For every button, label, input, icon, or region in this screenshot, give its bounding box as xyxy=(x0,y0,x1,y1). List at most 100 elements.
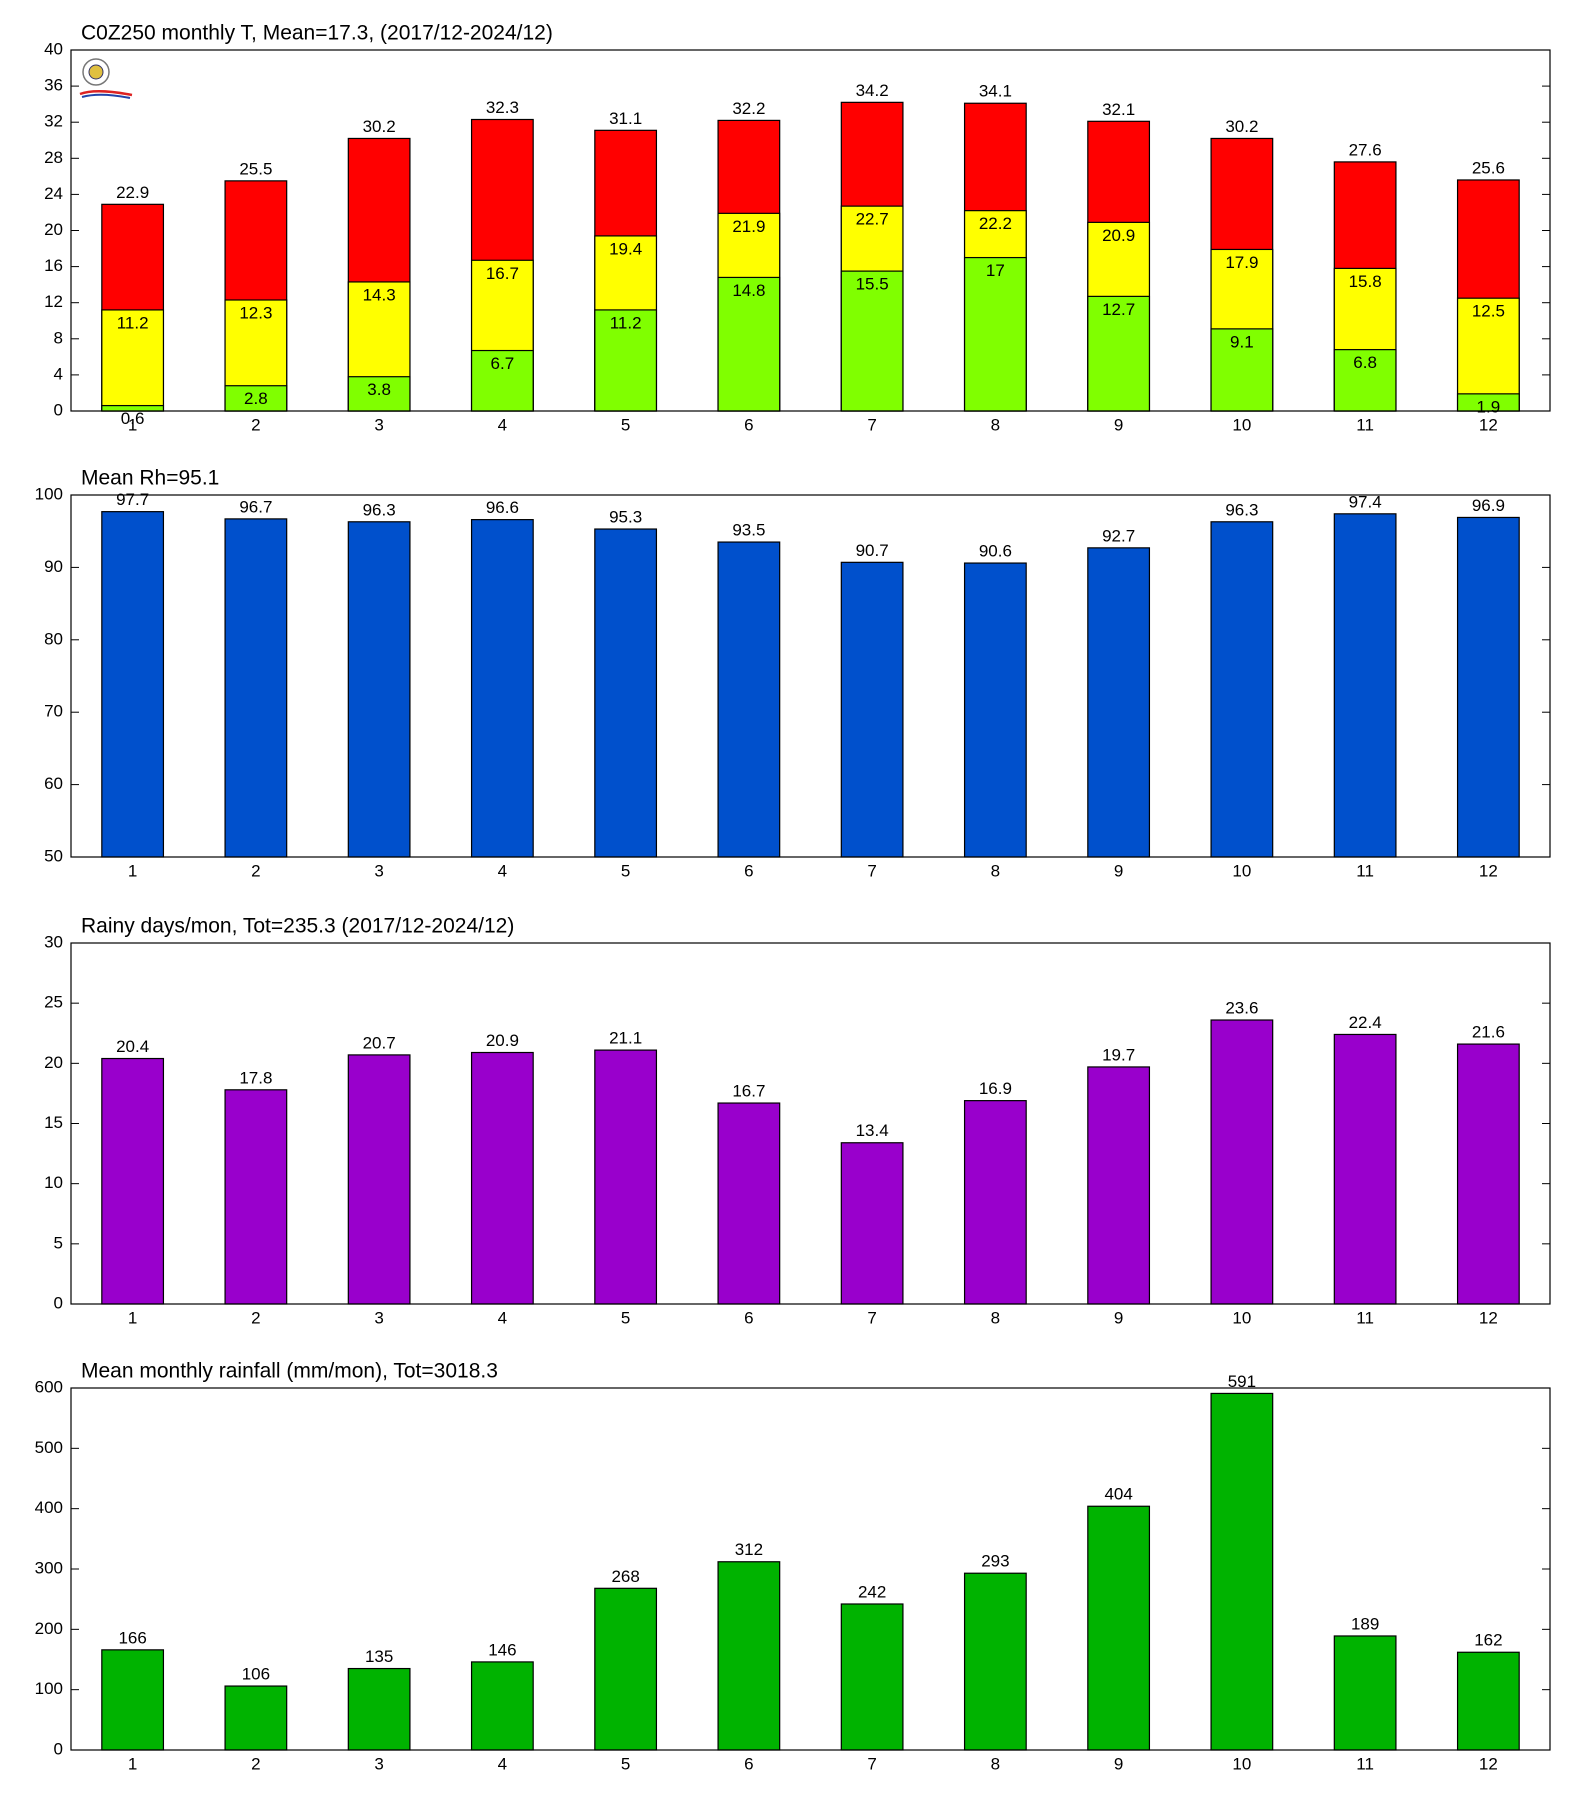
value-label: 591 xyxy=(1228,1372,1256,1391)
value-label: 6.7 xyxy=(491,354,515,373)
bar xyxy=(101,1649,165,1751)
y-tick-label: 8 xyxy=(54,328,63,347)
value-label: 6.8 xyxy=(1353,353,1377,372)
value-label: 21.9 xyxy=(732,217,765,236)
x-tick-label: 2 xyxy=(251,415,260,434)
value-label: 13.4 xyxy=(856,1121,889,1140)
value-label: 30.2 xyxy=(1225,117,1258,136)
y-tick-label: 0 xyxy=(54,1739,63,1758)
y-tick-label: 15 xyxy=(44,1113,63,1132)
bar xyxy=(1087,547,1151,858)
y-tick-label: 0 xyxy=(54,400,63,419)
value-label: 97.4 xyxy=(1349,492,1382,511)
x-tick-label: 9 xyxy=(1114,415,1123,434)
axes-frame xyxy=(70,942,1551,1305)
value-label: 404 xyxy=(1104,1485,1132,1504)
value-label: 12.5 xyxy=(1472,302,1505,321)
chart-title: Rainy days/mon, Tot=235.3 (2017/12-2024/… xyxy=(81,915,514,938)
x-tick-label: 2 xyxy=(251,1308,260,1327)
value-label: 293 xyxy=(981,1552,1009,1571)
value-label: 106 xyxy=(242,1665,270,1684)
value-label: 32.2 xyxy=(732,99,765,118)
x-tick-label: 8 xyxy=(991,1308,1000,1327)
x-tick-label: 10 xyxy=(1232,1308,1251,1327)
y-tick-label: 40 xyxy=(44,39,63,58)
axes-frame xyxy=(70,49,1551,412)
value-label: 3.8 xyxy=(367,380,391,399)
value-label: 16.9 xyxy=(979,1079,1012,1098)
bar xyxy=(1210,1019,1274,1305)
bar xyxy=(470,1661,534,1751)
y-tick-label: 80 xyxy=(44,629,63,648)
x-tick-label: 6 xyxy=(744,1754,753,1773)
value-label: 25.5 xyxy=(239,159,272,178)
x-tick-label: 3 xyxy=(374,415,383,434)
x-tick-label: 1 xyxy=(128,1308,137,1327)
value-label: 96.3 xyxy=(363,500,396,519)
bar xyxy=(224,1685,288,1751)
value-label: 22.7 xyxy=(856,210,889,229)
value-label: 22.9 xyxy=(116,183,149,202)
bar xyxy=(101,511,165,858)
bar xyxy=(594,528,658,858)
value-label: 11.2 xyxy=(610,313,642,332)
value-label: 12.7 xyxy=(1102,300,1135,319)
value-label: 14.3 xyxy=(363,285,396,304)
value-label: 12.3 xyxy=(239,303,272,322)
value-label: 92.7 xyxy=(1102,526,1135,545)
x-tick-label: 1 xyxy=(128,861,137,880)
x-tick-label: 4 xyxy=(498,1754,507,1773)
y-tick-label: 400 xyxy=(35,1498,63,1517)
bar xyxy=(347,521,411,858)
bar xyxy=(840,1603,904,1751)
value-label: 20.4 xyxy=(116,1037,149,1056)
x-tick-label: 12 xyxy=(1479,861,1498,880)
value-label: 30.2 xyxy=(363,117,396,136)
x-tick-label: 8 xyxy=(991,415,1000,434)
bar xyxy=(1333,1033,1397,1305)
value-label: 31.1 xyxy=(609,109,642,128)
y-tick-label: 70 xyxy=(44,702,63,721)
value-label: 25.6 xyxy=(1472,158,1505,177)
x-tick-label: 11 xyxy=(1356,1308,1374,1327)
value-label: 19.4 xyxy=(609,239,642,258)
x-tick-label: 10 xyxy=(1232,861,1251,880)
x-tick-label: 9 xyxy=(1114,1754,1123,1773)
value-label: 97.7 xyxy=(116,490,149,509)
value-label: 15.5 xyxy=(856,275,889,294)
value-label: 242 xyxy=(858,1582,886,1601)
y-tick-label: 100 xyxy=(35,484,63,503)
x-tick-label: 5 xyxy=(621,1308,630,1327)
y-tick-label: 300 xyxy=(35,1558,63,1577)
value-label: 19.7 xyxy=(1102,1045,1135,1064)
value-label: 90.6 xyxy=(979,542,1012,561)
value-label: 17 xyxy=(986,261,1005,280)
bar xyxy=(1087,1505,1151,1751)
value-label: 11.2 xyxy=(117,313,149,332)
bar xyxy=(963,256,1027,412)
bar xyxy=(1456,516,1520,858)
x-tick-label: 11 xyxy=(1356,861,1374,880)
x-tick-label: 5 xyxy=(621,1754,630,1773)
value-label: 9.1 xyxy=(1230,332,1254,351)
axes-frame xyxy=(70,494,1551,858)
value-label: 21.1 xyxy=(609,1029,642,1048)
logo xyxy=(79,58,133,99)
value-label: 1.9 xyxy=(1477,397,1501,416)
y-tick-label: 32 xyxy=(44,112,63,131)
value-label: 34.1 xyxy=(979,82,1012,101)
x-tick-label: 7 xyxy=(867,415,876,434)
bar xyxy=(1333,1635,1397,1751)
bar xyxy=(1210,1392,1274,1751)
bar xyxy=(1456,297,1520,412)
x-tick-label: 6 xyxy=(744,415,753,434)
x-tick-label: 7 xyxy=(867,1308,876,1327)
bar xyxy=(594,1587,658,1751)
x-tick-label: 1 xyxy=(128,415,137,434)
bar xyxy=(963,562,1027,858)
x-tick-label: 8 xyxy=(991,1754,1000,1773)
bar xyxy=(594,309,658,412)
value-label: 16.7 xyxy=(486,264,519,283)
y-tick-label: 90 xyxy=(44,557,63,576)
value-label: 96.3 xyxy=(1225,500,1258,519)
